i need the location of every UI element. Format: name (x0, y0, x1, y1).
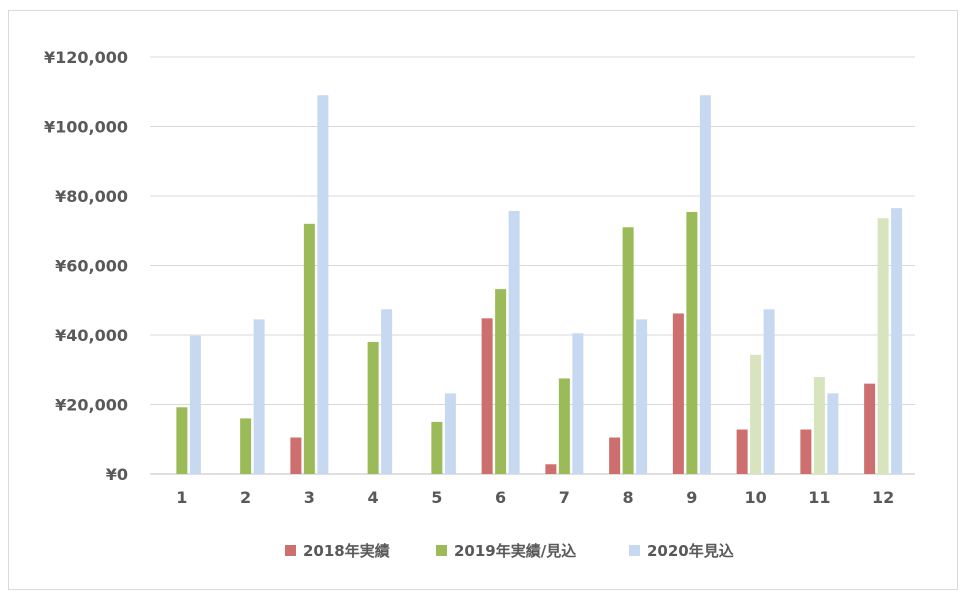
x-tick-label: 8 (623, 488, 634, 507)
bar-1-3 (290, 437, 302, 474)
bar-3-12 (891, 208, 903, 474)
x-tick-label: 4 (368, 488, 379, 507)
legend: 2018年実績 2019年実績/見込 2020年見込 (285, 542, 734, 560)
bar-3-10 (763, 309, 775, 474)
bar-2-4 (367, 341, 379, 474)
bar-2-7 (558, 378, 570, 474)
bar-3-11 (827, 393, 839, 474)
bar-1-11 (800, 429, 812, 474)
bar-2-12 (877, 218, 889, 474)
bar-1-6 (481, 318, 493, 474)
y-tick-label: ¥40,000 (55, 326, 128, 345)
bar-2-9 (686, 211, 698, 475)
y-tick-label: ¥20,000 (55, 396, 128, 415)
chart-frame (8, 10, 958, 590)
bar-1-7 (545, 464, 557, 474)
bar-2-3 (303, 223, 315, 474)
bar-1-10 (736, 429, 748, 474)
bars (176, 95, 903, 475)
y-tick-label: ¥0 (106, 465, 128, 484)
bar-3-9 (699, 95, 711, 474)
y-tick-label: ¥100,000 (44, 118, 128, 137)
bar-1-9 (672, 313, 684, 474)
bar-2-6 (495, 289, 507, 474)
bar-3-5 (444, 393, 456, 474)
legend-swatch (436, 545, 447, 556)
legend-label: 2018年実績 (303, 542, 390, 560)
gridlines (150, 56, 915, 475)
x-tick-label: 10 (744, 488, 766, 507)
x-tick-label: 1 (176, 488, 187, 507)
x-tick-label: 11 (808, 488, 830, 507)
y-tick-label: ¥120,000 (44, 48, 128, 67)
x-tick-label: 7 (559, 488, 570, 507)
bar-2-1 (176, 407, 188, 474)
x-tick-label: 9 (686, 488, 697, 507)
bar-2-5 (431, 421, 443, 474)
bar-1-8 (609, 437, 621, 474)
bar-2-2 (240, 418, 252, 474)
x-tick-label: 6 (495, 488, 506, 507)
bar-3-6 (508, 210, 520, 474)
bar-2-8 (622, 227, 634, 474)
bar-3-2 (253, 319, 265, 474)
x-axis-tick-labels: 1 2 3 4 5 6 7 8 9 10 11 12 (176, 488, 894, 507)
bar-1-12 (864, 383, 876, 474)
bar-2-10 (750, 354, 762, 474)
x-tick-label: 12 (872, 488, 894, 507)
bar-3-3 (317, 95, 329, 474)
legend-label: 2019年実績/見込 (454, 542, 576, 560)
x-tick-label: 3 (304, 488, 315, 507)
y-tick-label: ¥80,000 (55, 187, 128, 206)
bar-3-8 (636, 319, 648, 474)
bar-3-1 (189, 335, 201, 474)
bar-2-11 (813, 377, 825, 474)
legend-swatch (285, 545, 296, 556)
x-tick-label: 5 (431, 488, 442, 507)
legend-swatch (629, 545, 640, 556)
x-tick-label: 2 (240, 488, 251, 507)
legend-label: 2020年見込 (647, 542, 734, 560)
bar-3-4 (381, 309, 393, 474)
bar-3-7 (572, 333, 584, 474)
y-axis-tick-labels: ¥0 ¥20,000 ¥40,000 ¥60,000 ¥80,000 ¥100,000 ¥1… (44, 48, 128, 484)
y-tick-label: ¥60,000 (55, 257, 128, 276)
